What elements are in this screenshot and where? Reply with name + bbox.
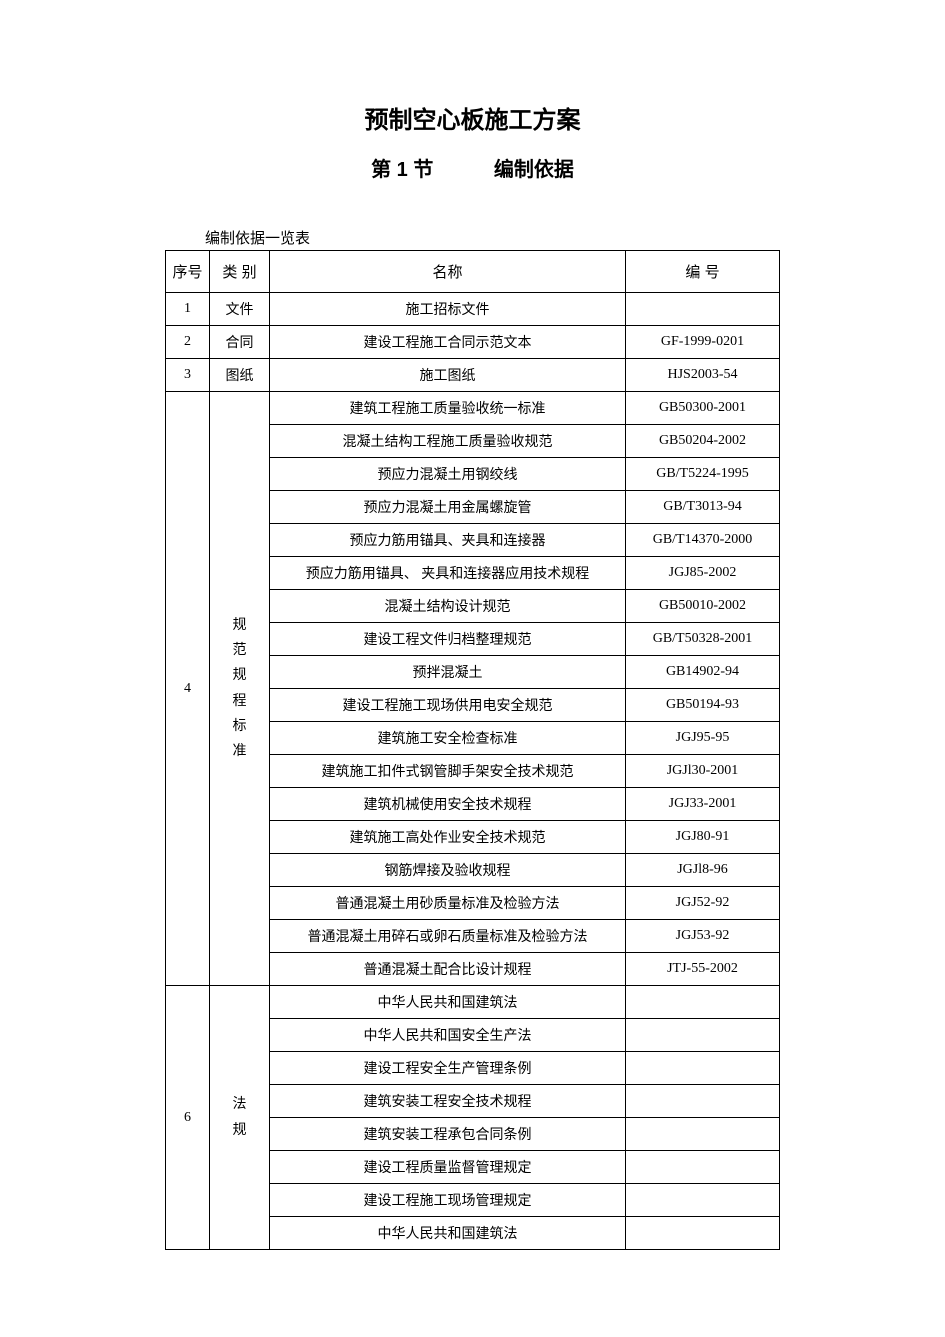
cell-code: GB50300-2001 [626,392,780,425]
cell-code [626,1184,780,1217]
cell-code: JGJl8-96 [626,854,780,887]
cell-seq: 1 [166,293,210,326]
section-number: 第 1 节 [371,159,433,181]
cell-name: 钢筋焊接及验收规程 [270,854,626,887]
basis-table: 序号 类 别 名称 编 号 1文件施工招标文件2合同建设工程施工合同示范文本GF… [165,250,780,1250]
cell-code: JGJ52-92 [626,887,780,920]
table-header-row: 序号 类 别 名称 编 号 [166,251,780,293]
cell-name: 建设工程施工合同示范文本 [270,326,626,359]
cell-name: 预应力混凝土用金属螺旋管 [270,491,626,524]
cell-seq: 2 [166,326,210,359]
header-category: 类 别 [210,251,270,293]
section-name: 编制依据 [494,159,574,181]
cell-name: 建筑施工高处作业安全技术规范 [270,821,626,854]
cell-name: 建设工程施工现场管理规定 [270,1184,626,1217]
table-caption: 编制依据一览表 [205,227,780,248]
cell-name: 建设工程文件归档整理规范 [270,623,626,656]
cell-name: 建筑工程施工质量验收统一标准 [270,392,626,425]
cell-seq: 3 [166,359,210,392]
cell-code: GB50194-93 [626,689,780,722]
cell-code [626,293,780,326]
cell-code: GF-1999-0201 [626,326,780,359]
cell-name: 建筑施工安全检查标准 [270,722,626,755]
section-title: 第 1 节 编制依据 [165,153,780,182]
cell-name: 普通混凝土用砂质量标准及检验方法 [270,887,626,920]
table-row: 3图纸施工图纸HJS2003-54 [166,359,780,392]
cell-name: 普通混凝土配合比设计规程 [270,953,626,986]
table-body: 1文件施工招标文件2合同建设工程施工合同示范文本GF-1999-02013图纸施… [166,293,780,1250]
cell-code [626,1085,780,1118]
cell-code: GB/T5224-1995 [626,458,780,491]
cell-code: JTJ-55-2002 [626,953,780,986]
cell-name: 预拌混凝土 [270,656,626,689]
cell-name: 建筑安装工程承包合同条例 [270,1118,626,1151]
cell-code: GB/T50328-2001 [626,623,780,656]
cell-code [626,1217,780,1250]
header-code: 编 号 [626,251,780,293]
cell-name: 预应力筋用锚具、夹具和连接器 [270,524,626,557]
cell-name: 建筑机械使用安全技术规程 [270,788,626,821]
cell-code [626,1019,780,1052]
cell-code: JGJl30-2001 [626,755,780,788]
cell-seq: 4 [166,392,210,986]
cell-name: 普通混凝土用碎石或卵石质量标准及检验方法 [270,920,626,953]
cell-name: 建筑施工扣件式钢管脚手架安全技术规范 [270,755,626,788]
cell-name: 混凝土结构工程施工质量验收规范 [270,425,626,458]
cell-name: 中华人民共和国建筑法 [270,1217,626,1250]
cell-category: 合同 [210,326,270,359]
cell-category: 法规 [210,986,270,1250]
cell-code: GB/T3013-94 [626,491,780,524]
cell-code: HJS2003-54 [626,359,780,392]
cell-name: 建设工程施工现场供用电安全规范 [270,689,626,722]
table-row: 1文件施工招标文件 [166,293,780,326]
cell-name: 混凝土结构设计规范 [270,590,626,623]
cell-code: GB50204-2002 [626,425,780,458]
cell-code: JGJ80-91 [626,821,780,854]
cell-category: 图纸 [210,359,270,392]
cell-code: JGJ53-92 [626,920,780,953]
table-row: 4规范规程标准建筑工程施工质量验收统一标准GB50300-2001 [166,392,780,425]
cell-name: 施工招标文件 [270,293,626,326]
cell-name: 施工图纸 [270,359,626,392]
cell-name: 中华人民共和国建筑法 [270,986,626,1019]
cell-name: 建设工程质量监督管理规定 [270,1151,626,1184]
cell-code: JGJ95-95 [626,722,780,755]
cell-code: GB/T14370-2000 [626,524,780,557]
table-row: 2合同建设工程施工合同示范文本GF-1999-0201 [166,326,780,359]
cell-name: 预应力混凝土用钢绞线 [270,458,626,491]
header-seq: 序号 [166,251,210,293]
cell-code: JGJ85-2002 [626,557,780,590]
table-row: 6法规中华人民共和国建筑法 [166,986,780,1019]
cell-category: 文件 [210,293,270,326]
cell-code [626,1118,780,1151]
cell-code [626,986,780,1019]
cell-name: 建设工程安全生产管理条例 [270,1052,626,1085]
cell-seq: 6 [166,986,210,1250]
cell-code [626,1151,780,1184]
cell-code [626,1052,780,1085]
cell-name: 预应力筋用锚具、 夹具和连接器应用技术规程 [270,557,626,590]
cell-name: 建筑安装工程安全技术规程 [270,1085,626,1118]
cell-code: GB14902-94 [626,656,780,689]
cell-name: 中华人民共和国安全生产法 [270,1019,626,1052]
cell-code: JGJ33-2001 [626,788,780,821]
cell-code: GB50010-2002 [626,590,780,623]
cell-category: 规范规程标准 [210,392,270,986]
document-title: 预制空心板施工方案 [165,100,780,135]
header-name: 名称 [270,251,626,293]
